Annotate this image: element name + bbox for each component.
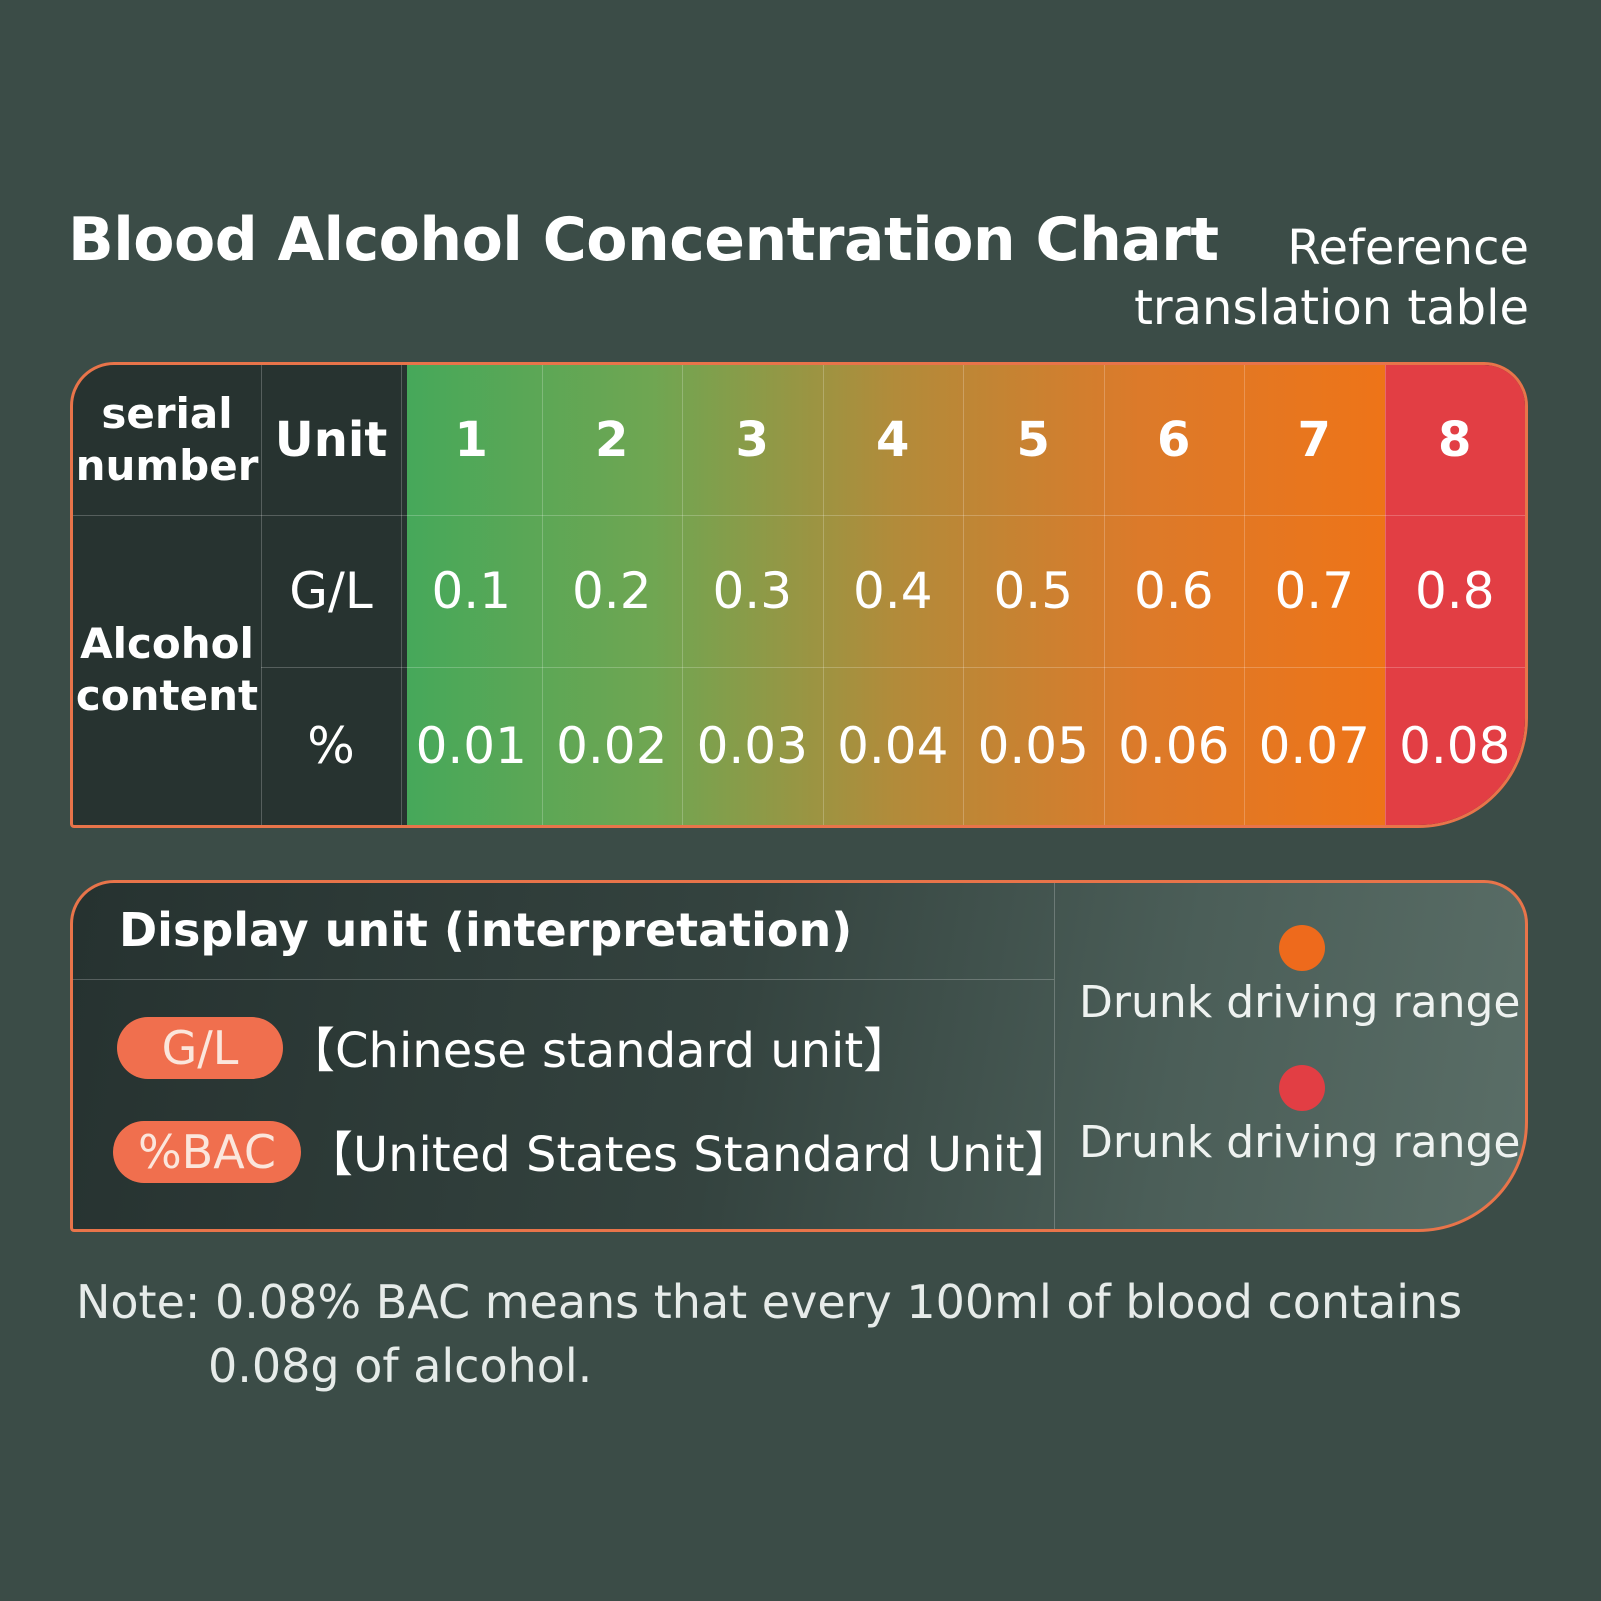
row-unit-gl: G/L: [289, 562, 373, 620]
serial-cell-2: 2: [595, 412, 629, 468]
unit-header: Unit: [274, 412, 388, 468]
gl-value-cell-7: 0.7: [1274, 562, 1355, 620]
legend-divider-horizontal: [73, 979, 1054, 980]
red-range-dot-icon: [1279, 1065, 1325, 1111]
alcohol-label-line-1: Alcohol: [80, 619, 254, 668]
reference-line-1: Reference: [1287, 220, 1529, 276]
serial-cell-5: 5: [1016, 412, 1050, 468]
footnote: Note: 0.08% BAC means that every 100ml o…: [76, 1270, 1462, 1398]
serial-cell-4: 4: [876, 412, 910, 468]
gl-unit-description: 【Chinese standard unit】: [287, 1023, 912, 1079]
grid-vline: [963, 365, 964, 825]
serial-cell-8: 8: [1438, 412, 1472, 468]
reference-line-2: translation table: [1134, 280, 1529, 336]
grid-vline: [1384, 365, 1386, 825]
grid-vline: [261, 365, 262, 825]
orange-range-dot-icon: [1279, 925, 1325, 971]
legend-title: Display unit (interpretation): [119, 903, 853, 957]
grid-hline: [73, 515, 1525, 516]
percent-value-cell-8: 0.08: [1399, 717, 1511, 775]
percent-value-cell-2: 0.02: [556, 717, 668, 775]
grid-hline: [261, 667, 1525, 668]
serial-cell-6: 6: [1157, 412, 1191, 468]
gl-value-cell-4: 0.4: [852, 562, 933, 620]
gl-value-cell-8: 0.8: [1414, 562, 1495, 620]
percent-value-cell-5: 0.05: [977, 717, 1089, 775]
page-title: Blood Alcohol Concentration Chart: [68, 205, 1219, 275]
gl-pill-badge: G/L: [117, 1017, 283, 1079]
serial-cell-7: 7: [1297, 412, 1331, 468]
table-grid: serial number Unit Alcohol content G/L %…: [73, 365, 1525, 825]
bac-unit-description: 【United States Standard Unit】: [305, 1127, 1073, 1183]
gradient-band: [407, 365, 1385, 825]
reference-caption: Reference translation table: [1134, 218, 1529, 338]
percent-value-cell-6: 0.06: [1118, 717, 1230, 775]
footnote-line-2: 0.08g of alcohol.: [208, 1339, 593, 1393]
serial-label-line-2: number: [75, 441, 259, 490]
row-unit-percent: %: [307, 717, 355, 775]
orange-range-label: Drunk driving range: [1079, 977, 1521, 1028]
grid-vline: [1103, 365, 1105, 825]
serial-cell-3: 3: [735, 412, 769, 468]
footnote-line-1: Note: 0.08% BAC means that every 100ml o…: [76, 1275, 1463, 1329]
serial-number-header: serial number: [73, 365, 261, 515]
percent-value-cell-3: 0.03: [696, 717, 808, 775]
bac-pill-badge: %BAC: [113, 1121, 301, 1183]
red-range-label: Drunk driving range: [1079, 1117, 1521, 1168]
grid-vline: [541, 365, 543, 825]
gl-value-cell-1: 0.1: [431, 562, 512, 620]
grid-vline: [401, 365, 402, 825]
gl-value-cell-3: 0.3: [712, 562, 793, 620]
red-column: [1385, 365, 1525, 825]
serial-label-line-1: serial: [101, 389, 233, 438]
legend-divider-vertical: [1054, 883, 1055, 1229]
grid-vline: [682, 365, 683, 825]
gl-value-cell-5: 0.5: [993, 562, 1074, 620]
grid-vline: [822, 365, 824, 825]
conversion-table: serial number Unit Alcohol content G/L %…: [70, 362, 1528, 828]
grid-vline: [1244, 365, 1245, 825]
percent-value-cell-1: 0.01: [415, 717, 527, 775]
percent-value-cell-7: 0.07: [1258, 717, 1370, 775]
legend-panel: Display unit (interpretation) G/L 【Chine…: [70, 880, 1528, 1232]
alcohol-content-header: Alcohol content: [73, 515, 261, 825]
gl-value-cell-2: 0.2: [571, 562, 652, 620]
gl-value-cell-6: 0.6: [1133, 562, 1214, 620]
serial-cell-1: 1: [454, 412, 488, 468]
alcohol-label-line-2: content: [75, 671, 259, 720]
percent-value-cell-4: 0.04: [837, 717, 949, 775]
